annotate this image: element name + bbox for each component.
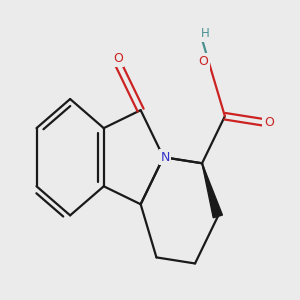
Text: N: N: [160, 151, 170, 164]
Text: O: O: [264, 116, 274, 129]
Polygon shape: [202, 163, 222, 218]
Text: H: H: [200, 27, 209, 40]
Text: O: O: [113, 52, 123, 65]
Text: O: O: [198, 55, 208, 68]
